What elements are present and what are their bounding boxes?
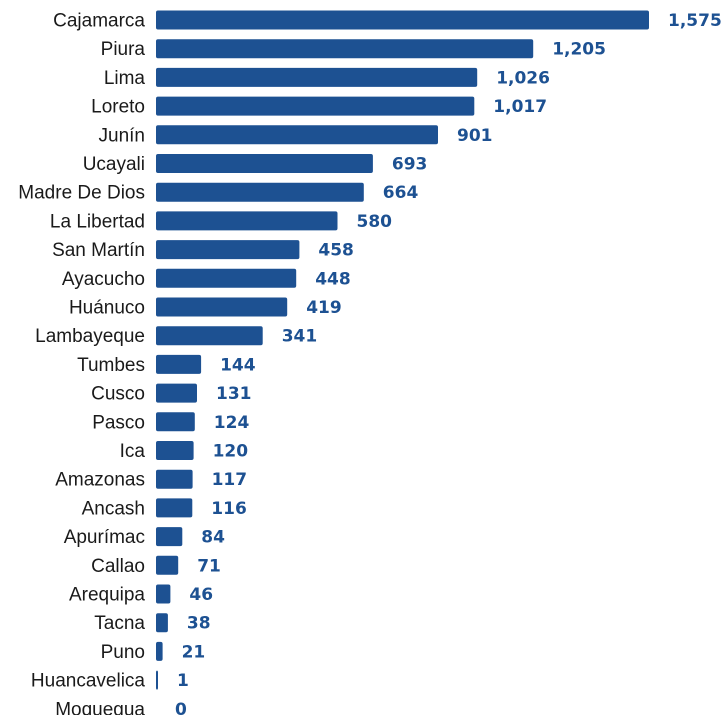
value-label: 1,026 xyxy=(496,68,550,88)
bar xyxy=(156,469,193,489)
value-label: 901 xyxy=(457,126,493,146)
category-label: La Libertad xyxy=(50,211,145,232)
category-label: Ica xyxy=(120,441,146,462)
value-label: 131 xyxy=(216,384,252,404)
category-label: Moquegua xyxy=(55,699,145,715)
value-label: 124 xyxy=(214,413,250,433)
bar xyxy=(156,670,158,690)
value-label: 1,205 xyxy=(552,40,606,60)
value-label: 693 xyxy=(392,155,428,175)
value-label: 0 xyxy=(175,700,187,715)
value-label: 458 xyxy=(318,241,354,261)
category-label: Junín xyxy=(99,125,145,146)
category-label: Lima xyxy=(104,68,146,89)
bar xyxy=(156,268,297,288)
value-label: 1,575 xyxy=(668,11,722,31)
value-label: 664 xyxy=(383,183,419,203)
value-label: 46 xyxy=(189,585,213,605)
category-label: Pasco xyxy=(92,412,145,433)
category-label: Tumbes xyxy=(77,355,145,376)
bar xyxy=(156,326,263,346)
value-label: 71 xyxy=(197,556,221,576)
category-labels-group: Cajamarca Piura Lima Loreto Junín Ucayali Madr… xyxy=(18,11,145,715)
bar xyxy=(156,96,475,116)
bar xyxy=(156,354,202,374)
value-label: 120 xyxy=(213,442,249,462)
category-label: Arequipa xyxy=(69,585,145,606)
category-label: Loreto xyxy=(91,97,145,118)
bar xyxy=(156,67,478,87)
bar xyxy=(156,10,649,30)
bar xyxy=(156,527,183,547)
category-label: Ucayali xyxy=(83,154,145,175)
bar xyxy=(156,211,338,231)
category-label: Ayacucho xyxy=(62,269,145,290)
value-label: 341 xyxy=(282,327,318,347)
category-label: Puno xyxy=(101,642,145,663)
category-label: San Martín xyxy=(52,240,145,261)
value-label: 1 xyxy=(177,671,189,691)
bar xyxy=(156,441,194,460)
category-label: Ancash xyxy=(82,498,145,519)
category-label: Cajamarca xyxy=(53,11,145,32)
value-label: 38 xyxy=(187,614,211,634)
bar xyxy=(156,182,364,202)
category-label: Madre De Dios xyxy=(18,183,145,204)
value-label: 448 xyxy=(315,269,351,289)
bar xyxy=(156,613,168,633)
category-label: Callao xyxy=(91,556,145,577)
category-label: Piura xyxy=(101,39,146,60)
bar xyxy=(156,240,300,260)
bars-group xyxy=(156,10,649,690)
bar xyxy=(156,412,195,432)
value-label: 1,017 xyxy=(493,97,547,117)
bar xyxy=(156,39,534,59)
bar xyxy=(156,584,171,604)
value-label: 144 xyxy=(220,355,256,375)
value-label: 419 xyxy=(306,298,342,318)
category-label: Huancavelica xyxy=(31,671,145,692)
value-label: 21 xyxy=(182,642,206,662)
value-label: 580 xyxy=(357,212,393,232)
bar xyxy=(156,555,179,575)
category-label: Cusco xyxy=(91,384,145,405)
category-label: Tacna xyxy=(94,613,145,634)
category-label: Apurímac xyxy=(64,527,145,548)
category-label: Amazonas xyxy=(55,470,145,491)
value-label: 116 xyxy=(211,499,247,519)
bar xyxy=(156,125,438,145)
bar xyxy=(156,498,193,518)
bar xyxy=(156,383,197,403)
category-label: Lambayeque xyxy=(35,326,145,347)
value-label: 84 xyxy=(201,528,225,548)
value-label: 117 xyxy=(212,470,248,490)
bar xyxy=(156,297,288,317)
bar xyxy=(156,641,163,661)
category-label: Huánuco xyxy=(69,298,145,319)
bar xyxy=(156,154,373,173)
